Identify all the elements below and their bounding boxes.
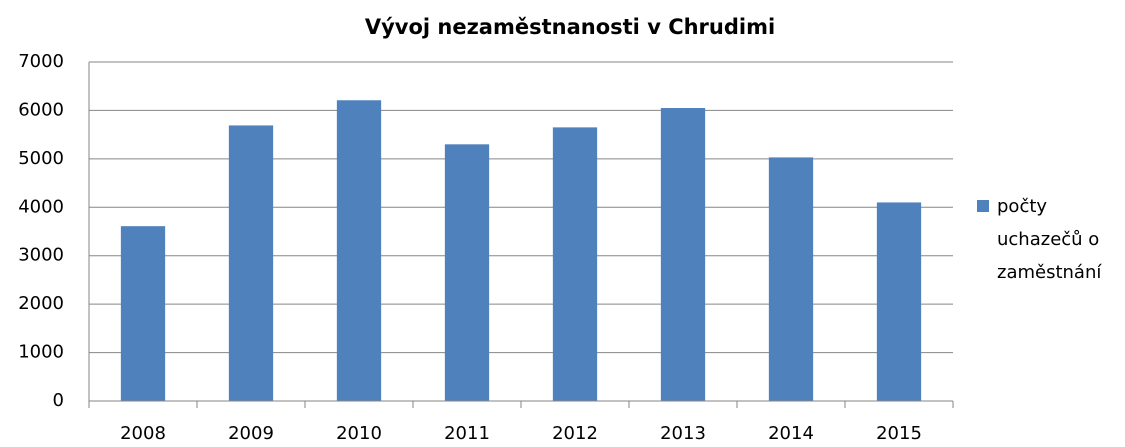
y-tick-label: 1000 (18, 342, 64, 363)
y-tick-label: 6000 (18, 99, 64, 120)
x-tick-label: 2013 (660, 423, 706, 444)
x-tick-label: 2009 (228, 423, 274, 444)
bar (876, 202, 922, 401)
y-tick-label: 7000 (18, 51, 64, 72)
x-tick-label: 2015 (876, 423, 922, 444)
x-tick-label: 2008 (120, 423, 166, 444)
bar (444, 144, 490, 402)
y-tick-label: 4000 (18, 196, 64, 217)
bar (660, 108, 706, 401)
x-tick-label: 2010 (336, 423, 382, 444)
x-tick-label: 2014 (768, 423, 814, 444)
x-tick-label: 2012 (552, 423, 598, 444)
legend-swatch (977, 200, 989, 212)
bar (120, 226, 166, 401)
x-tick-label: 2011 (444, 423, 490, 444)
y-tick-label: 3000 (18, 245, 64, 266)
y-tick-label: 0 (53, 390, 64, 411)
bar (336, 100, 382, 401)
bar (552, 127, 598, 401)
bar (768, 157, 814, 401)
y-tick-label: 5000 (18, 148, 64, 169)
y-tick-label: 2000 (18, 293, 64, 314)
bar (228, 125, 274, 401)
legend-label: počty uchazečů o zaměstnání (997, 196, 1102, 283)
chart-title: Vývoj nezaměstnanosti v Chrudimi (365, 15, 775, 39)
